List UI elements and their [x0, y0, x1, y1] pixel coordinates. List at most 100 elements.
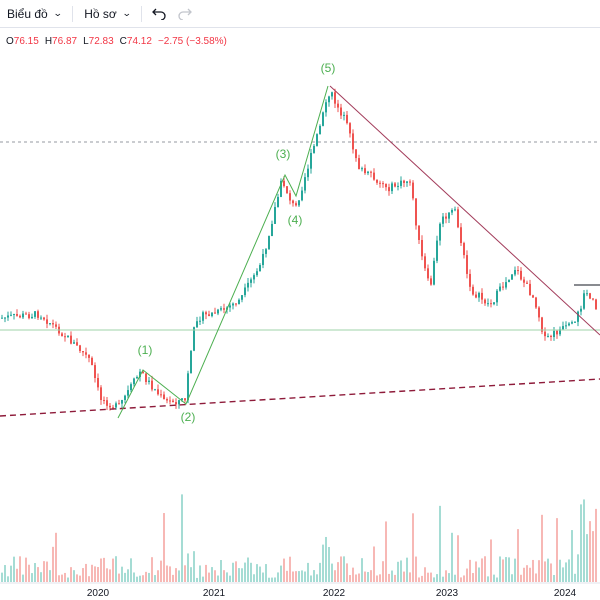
volume-bar	[49, 570, 51, 582]
volume-bar	[454, 574, 456, 582]
volume-bar	[4, 565, 6, 582]
candle-body	[394, 183, 396, 187]
candle-body	[445, 216, 447, 219]
volume-bar	[19, 556, 21, 582]
volume-bar	[79, 575, 81, 582]
volume-bar	[310, 575, 312, 582]
candle-body	[40, 317, 42, 319]
candle-body	[328, 96, 330, 103]
candle-body	[79, 345, 81, 351]
volume-bar	[403, 571, 405, 582]
volume-bar	[523, 567, 525, 582]
time-axis-tick-label: 2021	[203, 588, 226, 599]
volume-bar	[163, 513, 165, 582]
volume-bar	[361, 558, 363, 582]
volume-bar	[202, 576, 204, 582]
volume-bar	[13, 556, 15, 582]
redo-button[interactable]	[172, 2, 198, 26]
candle-body	[295, 203, 297, 206]
candle-body	[520, 270, 522, 280]
chart-menu-button[interactable]: Biểu đồ ⌄	[0, 2, 68, 26]
wave-label: (5)	[321, 61, 336, 75]
candle-body	[37, 311, 39, 318]
candle-body	[133, 378, 135, 385]
candle-body	[343, 114, 345, 116]
volume-bar	[574, 573, 576, 582]
volume-bar	[301, 570, 303, 582]
volume-bar	[223, 570, 225, 582]
candle-body	[436, 240, 438, 261]
time-axis-tick-label: 2024	[554, 588, 577, 599]
volume-bar	[535, 573, 537, 582]
price-chart[interactable]: (1) (2) (3) (4) (5) 2020 2021 2022 2023 2024	[0, 28, 600, 600]
volume-bar	[274, 577, 276, 582]
candle-body	[55, 324, 57, 327]
candle-body	[163, 394, 165, 400]
candle-body	[400, 180, 402, 186]
candle-body	[532, 295, 534, 298]
volume-bar	[499, 556, 501, 582]
candle-body	[31, 316, 33, 319]
candle-body	[322, 112, 324, 126]
candle-body	[577, 311, 579, 322]
candle-body	[397, 185, 399, 187]
profile-menu-label: Hồ sơ	[84, 6, 117, 21]
volume-bar	[481, 558, 483, 582]
volume-bar	[70, 567, 72, 582]
candle-body	[325, 102, 327, 113]
volume-bar	[220, 560, 222, 582]
candle-body	[319, 125, 321, 135]
volume-bar	[514, 558, 516, 582]
candle-body	[4, 317, 6, 319]
candle-body	[310, 152, 312, 169]
candle-body	[475, 294, 477, 298]
candle-body	[7, 315, 9, 318]
volume-bar	[1, 572, 3, 582]
candle-body	[109, 405, 111, 408]
candle-body	[256, 271, 258, 276]
candle-body	[292, 200, 294, 204]
candle-body	[298, 200, 300, 206]
profile-menu-button[interactable]: Hồ sơ ⌄	[77, 2, 137, 26]
volume-bar	[16, 568, 18, 582]
candle-body	[148, 380, 150, 383]
candle-body	[67, 335, 69, 338]
volume-bar	[253, 574, 255, 582]
volume-bar	[175, 568, 177, 582]
candle-body	[100, 387, 102, 400]
volume-bar	[409, 572, 411, 582]
volume-bar	[226, 572, 228, 582]
volume-bar	[196, 577, 198, 582]
candle-body	[205, 312, 207, 315]
candle-body	[1, 317, 3, 319]
volume-bar	[397, 561, 399, 582]
candle-body	[454, 209, 456, 211]
volume-bar	[433, 577, 435, 582]
volume-bar	[412, 513, 414, 582]
candle-body	[28, 314, 30, 319]
candle-body	[190, 350, 192, 374]
volume-bar	[370, 570, 372, 582]
volume-bar	[133, 572, 135, 582]
candle-body	[283, 180, 285, 187]
volume-bar	[205, 564, 207, 582]
volume-bar	[457, 535, 459, 582]
volume-bar	[121, 566, 123, 582]
volume-bar	[505, 557, 507, 582]
candle-body	[214, 312, 216, 314]
candle-body	[265, 249, 267, 254]
candle-body	[568, 323, 570, 326]
volume-bar	[265, 564, 267, 582]
volume-bar	[217, 575, 219, 582]
candle-body	[49, 323, 51, 325]
volume-bar	[538, 560, 540, 582]
toolbar-divider	[72, 5, 74, 22]
candle-body	[118, 403, 120, 405]
volume-bar	[40, 572, 42, 582]
volume-bar	[364, 571, 366, 582]
chevron-down-icon: ⌄	[52, 8, 63, 18]
candle-body	[178, 400, 180, 405]
candle-body	[94, 365, 96, 379]
volume-bar	[376, 575, 378, 582]
undo-button[interactable]	[146, 2, 172, 26]
